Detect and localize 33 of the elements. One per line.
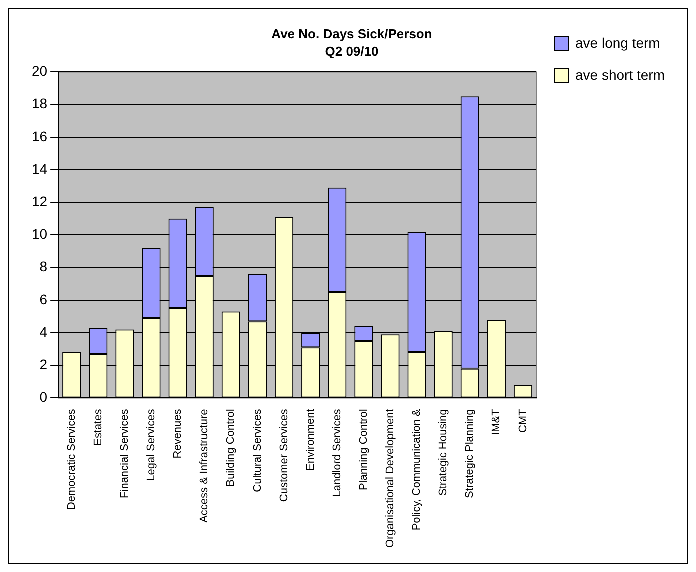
y-tick-label: 20 — [32, 63, 48, 80]
y-tick-label: 16 — [32, 128, 48, 144]
y-tick-label: 12 — [32, 193, 48, 210]
x-tick-label: Building Control — [225, 409, 238, 487]
legend-label: ave long term — [576, 34, 660, 51]
x-tick-label: Environment — [304, 409, 317, 471]
x-tick-label: Strategic Housing — [438, 409, 450, 496]
x-tick-label: Estates — [92, 408, 104, 446]
y-tick-label: 4 — [40, 324, 48, 340]
x-tick-label: CMT — [517, 408, 530, 434]
y-tick-label: 2 — [40, 356, 48, 372]
x-tick-label: Legal Services — [146, 408, 158, 482]
x-tick-label: IM&T — [490, 408, 503, 436]
x-tick-label: Democratic Services — [66, 408, 78, 510]
x-tick-label: Policy, Communication & — [411, 408, 424, 531]
x-tick-label: Landlord Services — [331, 408, 344, 498]
x-tick-label: Organisational Development — [384, 409, 397, 548]
x-tick-label: Access & Infrastructure — [198, 409, 211, 523]
legend-label: ave short term — [576, 66, 666, 83]
y-tick-label: 14 — [32, 160, 48, 177]
y-tick-label: 0 — [40, 389, 48, 406]
x-tick-label: Strategic Planning — [464, 409, 476, 498]
y-tick-label: 18 — [32, 96, 48, 112]
chart-title: Ave No. Days Sick/Person — [272, 26, 432, 42]
y-tick-label: 10 — [32, 226, 48, 242]
x-tick-label: Revenues — [172, 408, 184, 459]
x-tick-label: Planning Control — [358, 409, 370, 491]
x-tick-label: Customer Services — [278, 408, 290, 502]
y-tick-label: 8 — [40, 258, 48, 275]
x-tick-label: Financial Services — [118, 408, 131, 498]
chart-subtitle: Q2 09/10 — [325, 44, 379, 59]
x-tick-label: Cultural Services — [252, 408, 264, 492]
y-tick-label: 6 — [40, 291, 48, 308]
